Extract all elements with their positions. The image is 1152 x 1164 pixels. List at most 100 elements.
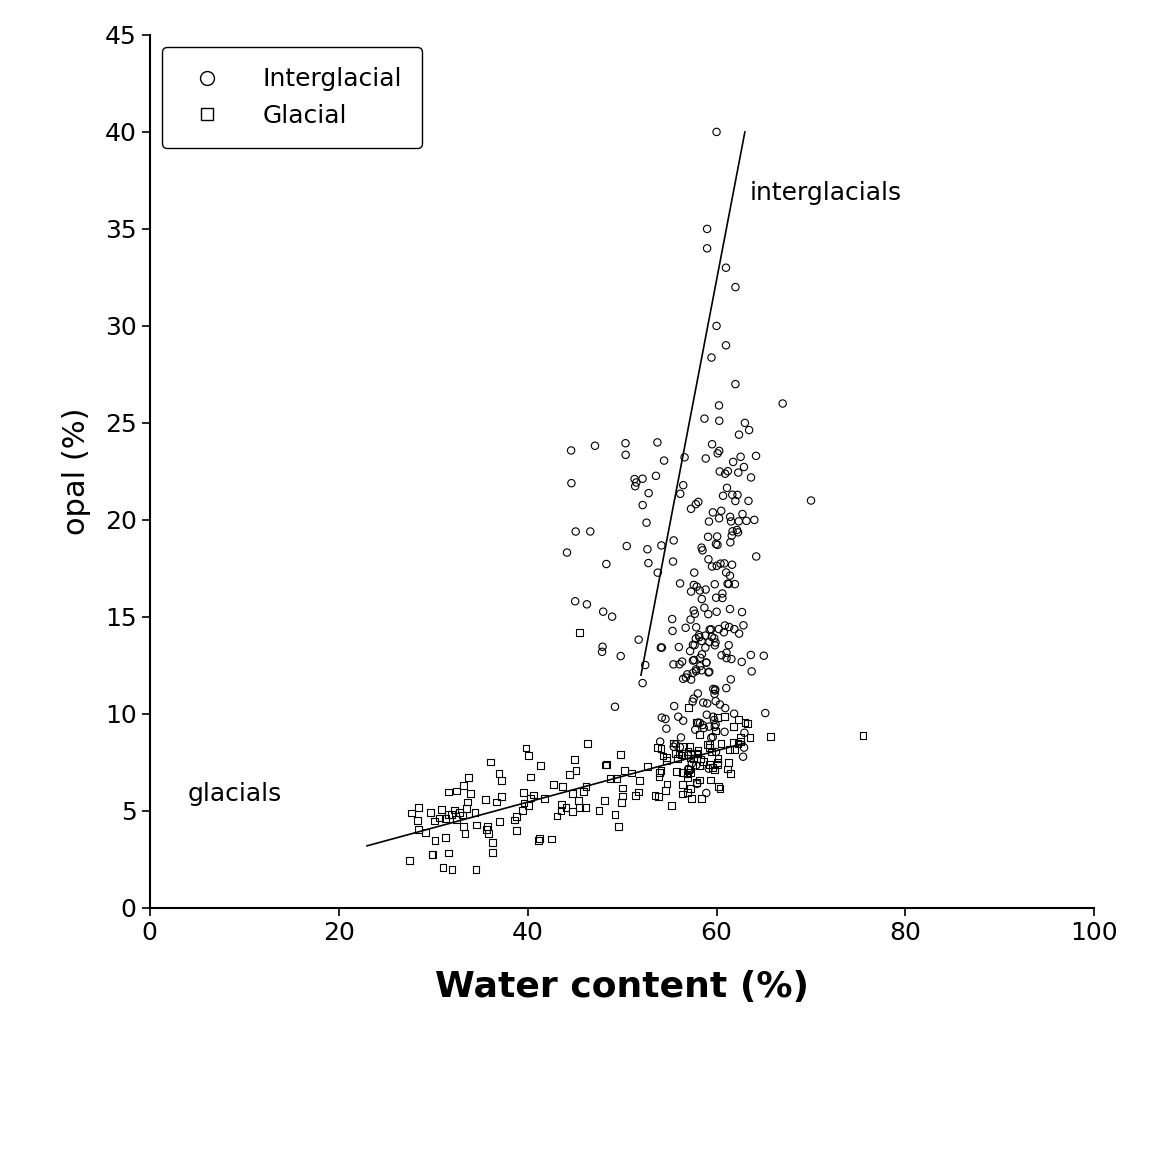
Interglacial [616,446,635,464]
Glacial [627,786,645,804]
Interglacial [742,662,760,681]
Interglacial [746,447,765,466]
Glacial [702,771,720,789]
Interglacial [612,647,630,666]
Glacial [688,744,706,762]
Interglacial [567,523,585,541]
Interglacial [721,670,740,689]
Interglacial [726,491,744,510]
Glacial [446,801,464,819]
Interglacial [674,711,692,730]
Glacial [708,750,727,768]
Interglacial [679,665,697,683]
Glacial [657,748,675,767]
Glacial [613,779,631,797]
Glacial [601,769,620,788]
Glacial [682,745,700,764]
Interglacial [729,512,748,531]
Interglacial [722,526,741,545]
Glacial [439,805,457,824]
Interglacial [717,258,735,277]
Interglacial [703,348,721,367]
Interglacial [698,239,717,257]
Glacial [531,755,550,774]
Interglacial [719,462,737,481]
Text: interglacials: interglacials [750,180,902,205]
Glacial [732,729,750,747]
Interglacial [726,278,744,297]
Glacial [732,732,750,751]
Glacial [630,782,649,801]
Interglacial [722,650,741,668]
Interglacial [707,589,726,608]
Glacial [681,738,699,757]
Interglacial [708,535,727,554]
Glacial [649,738,667,757]
Interglacial [717,698,735,717]
Glacial [515,794,533,812]
Interglacial [665,655,683,674]
Glacial [424,845,442,864]
Interglacial [682,670,700,689]
Glacial [552,801,570,819]
Glacial [689,740,707,759]
Glacial [522,789,540,808]
Glacial [482,753,500,772]
Glacial [708,753,727,772]
Interglacial [646,467,665,485]
Interglacial [692,661,711,680]
Interglacial [627,473,645,491]
Interglacial [729,425,748,443]
Interglacial [756,704,774,723]
Interglacial [694,694,712,712]
Glacial [668,750,687,768]
Glacial [614,787,632,805]
Interglacial [719,574,737,592]
Interglacial [562,474,581,492]
Interglacial [683,693,702,711]
Glacial [465,803,484,822]
Glacial [692,789,711,808]
Glacial [677,765,696,783]
Interglacial [670,574,689,592]
Glacial [479,824,498,843]
Glacial [578,734,597,753]
Interglacial [562,441,581,460]
Glacial [607,769,626,788]
Interglacial [606,697,624,716]
Interglacial [681,610,699,629]
Interglacial [685,651,704,669]
Interglacial [706,534,725,553]
Glacial [652,761,670,780]
Interglacial [736,413,755,432]
Interglacial [713,589,732,608]
Glacial [423,845,441,864]
Glacial [726,740,744,759]
Glacial [680,698,698,717]
Interglacial [742,646,760,665]
Interglacial [692,590,711,609]
Glacial [433,858,452,876]
Interglacial [710,509,728,527]
Interglacial [665,738,683,757]
Glacial [638,757,657,775]
Interglacial [726,575,744,594]
Interglacial [652,709,670,728]
Glacial [690,757,708,775]
Interglacial [728,520,746,539]
Interglacial [715,723,734,741]
Interglacial [708,527,727,546]
Interglacial [672,729,690,747]
Glacial [556,799,575,817]
Glacial [507,821,525,839]
Interglacial [594,602,613,620]
Interglacial [700,632,719,651]
Glacial [682,779,700,797]
Glacial [457,799,476,817]
Interglacial [683,663,702,682]
Interglacial [705,711,723,730]
Glacial [673,737,691,755]
Glacial [456,824,475,843]
Glacial [650,762,668,781]
Interglacial [683,651,702,669]
